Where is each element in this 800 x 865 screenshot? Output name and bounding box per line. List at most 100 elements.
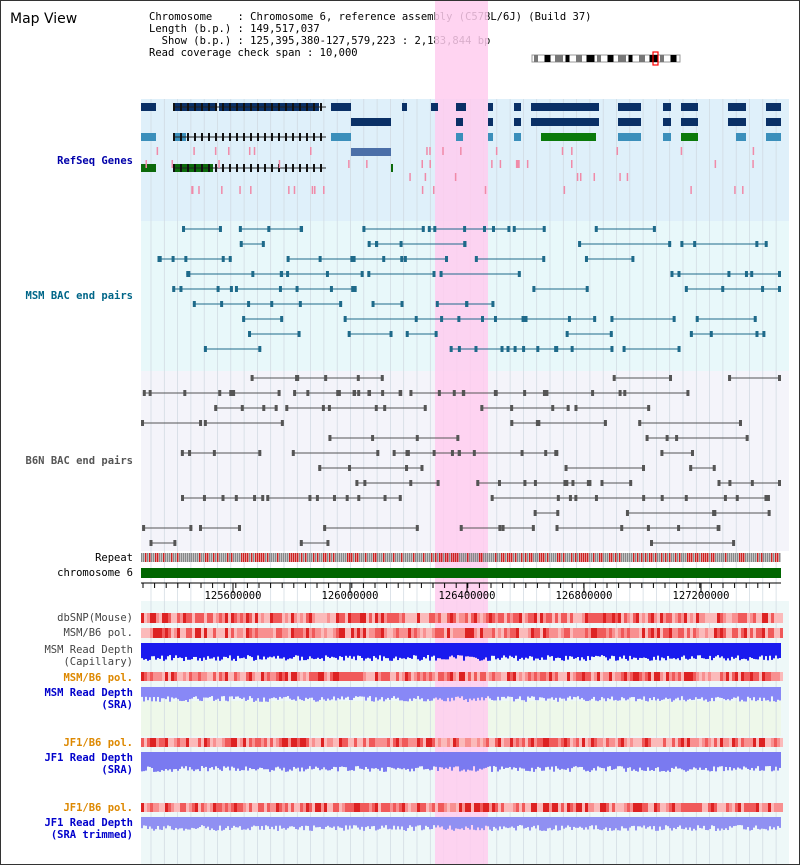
msm-depth-capillary-bar [363, 643, 365, 661]
msm-depth-sra-bar [213, 687, 215, 701]
jf1-depth-trimmed-bar [707, 817, 709, 831]
jf1-b6-pol-heat [249, 803, 252, 812]
msm-depth-sra-bar [365, 687, 367, 701]
jf1-b6-pol-heat [246, 738, 249, 747]
b6n-bac-end [669, 375, 673, 381]
b6n-bac-end [221, 495, 225, 501]
b6n-bac-end [405, 465, 409, 471]
jf1-depth-sra-bar [163, 752, 165, 771]
b6n-bac-end [523, 480, 527, 486]
dbsnp-heat [369, 613, 372, 623]
jf1-depth-trimmed-bar [153, 817, 155, 831]
track-label-msm-bac[interactable]: MSM BAC end pairs [25, 290, 133, 302]
jf1-b6-pol-heat [588, 803, 591, 812]
msm-b6-pol-heat [579, 672, 582, 681]
jf1-depth-sra-bar [547, 752, 549, 767]
repeat-mark [739, 553, 741, 562]
jf1-depth-sra-bar [245, 752, 247, 767]
jf1-depth-trimmed-bar [415, 817, 417, 827]
jf1-depth-trimmed-bar [657, 817, 659, 831]
msm-depth-sra-bar [367, 687, 369, 698]
msm-b6-pol-heat [750, 628, 753, 638]
dbsnp-heat [240, 613, 243, 623]
jf1-depth-trimmed-bar [551, 817, 553, 831]
jf1-depth-trimmed-bar [457, 817, 459, 829]
jf1-depth-trimmed-bar [697, 817, 699, 826]
msm-bac-end [352, 256, 356, 262]
msm-b6-pol-heat [768, 628, 771, 638]
jf1-b6-pol-heat [684, 738, 687, 747]
jf1-b6-pol-heat [327, 803, 330, 812]
refseq-minor-mark [278, 160, 281, 168]
refseq-minor-mark [348, 160, 350, 168]
jf1-depth-sra-bar [513, 752, 515, 768]
msm-depth-capillary-bar [535, 643, 537, 659]
msm-b6-pol-heat [732, 628, 735, 638]
jf1-depth-sra-bar [559, 752, 561, 770]
dbsnp-heat [771, 613, 774, 623]
jf1-b6-pol-heat [363, 738, 366, 747]
msm-depth-sra-bar [747, 687, 749, 697]
b6n-bac-end [277, 390, 281, 396]
repeat-mark [427, 553, 429, 562]
b6n-bac-end [149, 540, 153, 546]
jf1-b6-pol-heat [681, 803, 684, 812]
jf1-b6-pol-heat [516, 738, 519, 747]
msm-depth-capillary-bar [693, 643, 695, 659]
repeat-mark [755, 553, 757, 562]
jf1-depth-sra-bar [237, 752, 239, 769]
msm-depth-sra-bar [303, 687, 305, 701]
jf1-b6-pol-heat [570, 803, 573, 812]
msm-depth-capillary-bar [421, 643, 423, 660]
msm-depth-sra-bar [601, 687, 603, 698]
dbsnp-heat [216, 613, 219, 623]
b6n-bac-end [367, 390, 371, 396]
jf1-depth-trimmed-bar [565, 817, 567, 828]
jf1-depth-sra-bar [211, 752, 213, 768]
msm-depth-sra-bar [561, 687, 563, 699]
msm-depth-sra-bar [419, 687, 421, 700]
repeat-mark [525, 553, 527, 562]
jf1-depth-trimmed-bar [231, 817, 233, 828]
jf1-depth-trimmed-bar [613, 817, 615, 831]
b6n-bac-end [490, 495, 494, 501]
dbsnp-heat [159, 613, 162, 623]
msm-depth-capillary-bar [555, 643, 557, 659]
jf1-depth-sra-bar [659, 752, 661, 772]
jf1-depth-trimmed-bar [317, 817, 319, 828]
jf1-depth-trimmed-bar [637, 817, 639, 827]
track-label-refseq[interactable]: RefSeq Genes [57, 155, 133, 167]
dbsnp-heat [582, 613, 585, 623]
msm-depth-sra-bar [563, 687, 565, 699]
dbsnp-heat [363, 613, 366, 623]
repeat-mark [211, 553, 213, 562]
gene-exon [215, 133, 217, 141]
jf1-b6-pol-heat [462, 738, 465, 747]
msm-depth-sra-bar [185, 687, 187, 701]
track-label-b6n-bac[interactable]: B6N BAC end pairs [25, 455, 133, 467]
jf1-depth-trimmed-bar [587, 817, 589, 830]
jf1-depth-trimmed-bar [627, 817, 629, 831]
msm-depth-sra-bar [335, 687, 337, 701]
msm-bac-end [491, 226, 495, 232]
msm-bac-end [350, 256, 354, 262]
msm-depth-capillary-bar [771, 643, 773, 660]
jf1-b6-pol-heat [339, 803, 342, 812]
jf1-depth-trimmed-bar [515, 817, 517, 831]
jf1-depth-sra-bar [535, 752, 537, 770]
jf1-b6-pol-heat [147, 738, 150, 747]
msm-b6-pol-heat [711, 628, 714, 638]
msm-depth-sra-bar [277, 687, 279, 700]
msm-b6-pol-heat [690, 628, 693, 638]
msm-depth-sra-bar [739, 687, 741, 702]
msm-depth-capillary-bar [653, 643, 655, 657]
jf1-b6-pol-heat [366, 738, 369, 747]
jf1-depth-trimmed-bar [329, 817, 331, 828]
gene-feature [456, 118, 463, 126]
repeat-mark [551, 553, 553, 562]
msm-b6-pol-heat [621, 672, 624, 681]
msm-b6-pol-heat [429, 672, 432, 681]
msm-b6-pol-heat [684, 628, 687, 638]
gene-exon [306, 164, 308, 172]
